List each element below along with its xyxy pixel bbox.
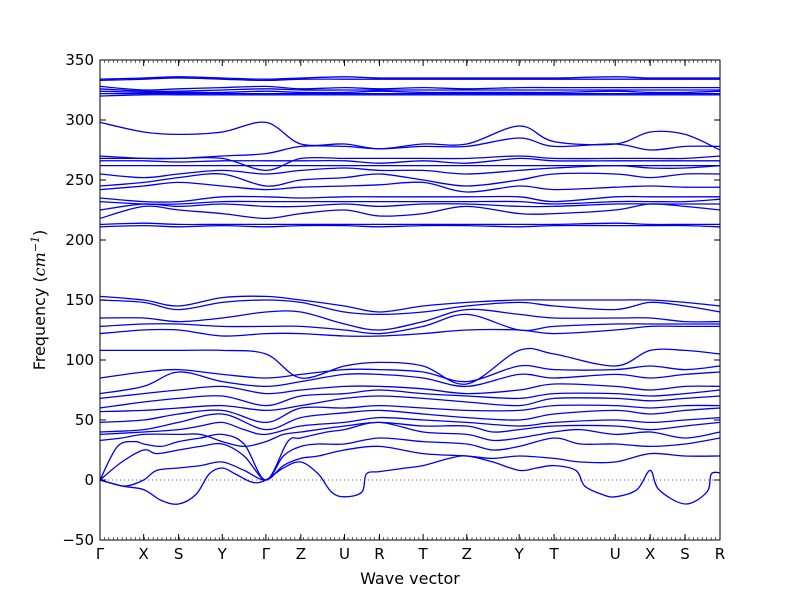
x-tick-label: S [680,545,690,563]
band-40 [99,76,720,80]
x-tick-label: S [174,545,184,563]
band-32 [99,137,721,160]
y-axis-label-prefix: Frequency ( [30,276,49,370]
band-11 [99,383,721,400]
y-tick-label: 0 [84,471,94,489]
x-tick-label: Γ [96,545,105,563]
y-axis-label: Frequency (cm−1) [29,230,49,371]
band-4 [99,421,721,481]
x-tick-label: T [548,545,559,563]
x-tick-label: Z [462,545,472,563]
band-38 [99,85,720,91]
band-24 [99,198,721,205]
x-axis-label: Wave vector [360,569,460,588]
y-tick-label: −50 [62,531,94,549]
x-tick-label: T [418,545,429,563]
band-3 [99,437,721,481]
y-tick-label: 350 [65,51,94,69]
band-13 [99,364,721,383]
y-tick-label: 300 [65,111,94,129]
band-33 [99,121,721,151]
x-tick-label: X [645,545,655,563]
band-17 [99,308,721,331]
band-14 [100,347,721,385]
band-16 [99,313,720,335]
band-15 [99,325,720,337]
x-tick-label: Γ [262,545,271,563]
band-22 [99,203,721,220]
band-12 [99,371,721,395]
y-axis-label-suffix: ) [30,230,49,236]
band-2 [99,445,721,487]
band-21 [99,222,720,226]
x-tick-label: Z [296,545,306,563]
band-6 [99,416,721,436]
band-23 [99,203,720,211]
band-37 [99,88,720,93]
y-axis-label-unit: cm [30,252,49,276]
y-tick-label: 200 [65,231,94,249]
y-tick-label: 150 [65,291,94,309]
band-25 [99,195,720,203]
bands-layer [99,76,721,505]
x-tick-label: U [610,545,621,563]
band-34 [99,94,720,97]
band-7 [99,407,721,433]
band-39 [99,77,720,82]
band-27 [99,172,721,187]
band-9 [99,395,721,413]
y-ticks: −50 0 50 100 150 200 250 300 350 [62,51,720,549]
y-axis-label-exponent: −1 [29,236,42,252]
band-36 [99,90,721,94]
band-19 [99,295,721,313]
x-tick-label: R [715,545,725,563]
x-tick-label: U [339,545,350,563]
x-tick-label: Y [514,545,525,563]
x-tick-label: X [139,545,149,563]
y-tick-label: 50 [75,411,94,429]
x-tick-label: Y [217,545,228,563]
x-tick-label: R [374,545,384,563]
band-18 [99,299,721,316]
band-30 [99,157,720,164]
band-1 [99,455,721,505]
band-20 [99,224,721,228]
band-5 [99,421,721,448]
band-10 [99,389,721,409]
band-8 [99,404,721,424]
y-tick-label: 100 [65,351,94,369]
band-28 [99,164,721,179]
band-26 [99,181,721,193]
y-tick-label: 250 [65,171,94,189]
